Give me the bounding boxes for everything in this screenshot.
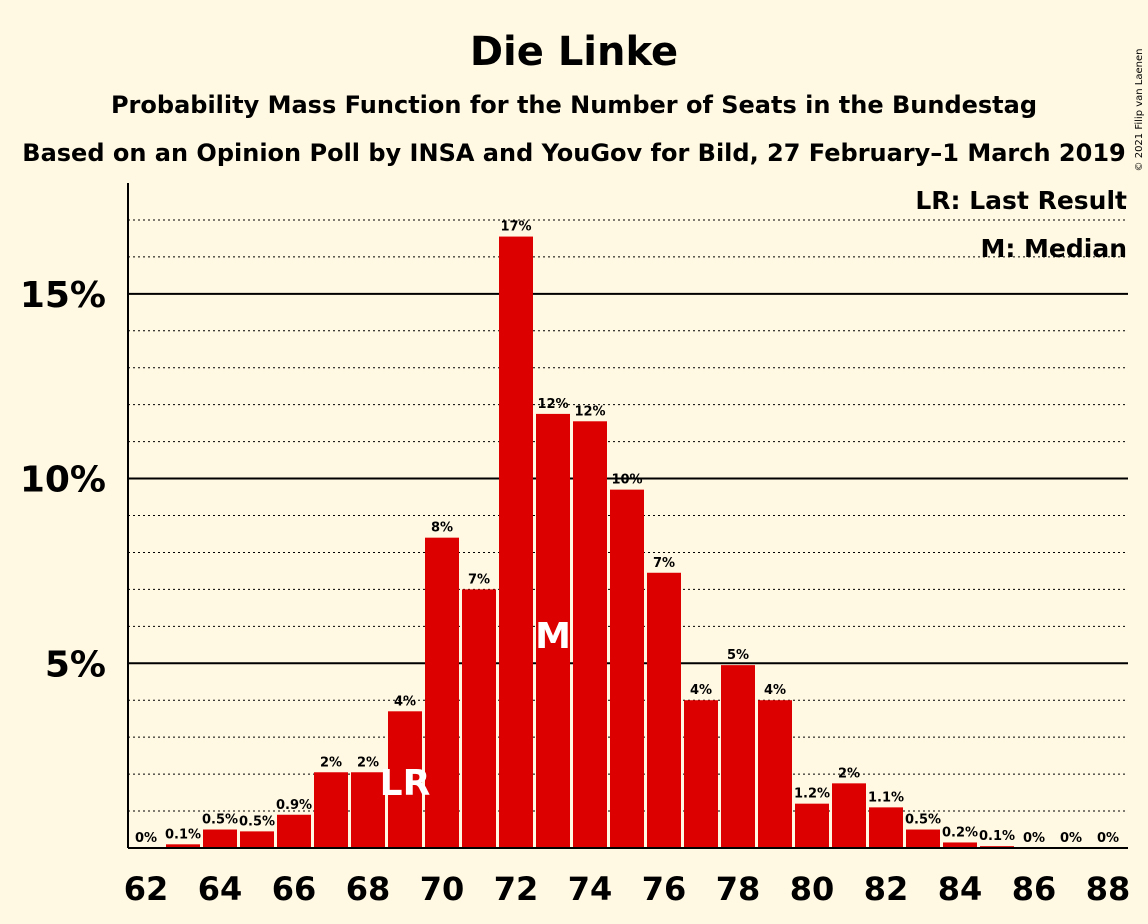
x-tick-label: 66 (272, 870, 317, 908)
median-marker: M (535, 616, 571, 657)
bar-label-seat-75: 10% (611, 473, 642, 488)
bar-seat-71 (462, 589, 496, 848)
bar-label-seat-65: 0.5% (239, 814, 275, 829)
bar-label-seat-88: 0% (1097, 831, 1119, 846)
bar-label-seat-64: 0.5% (202, 813, 238, 828)
bar-label-seat-67: 2% (320, 755, 342, 770)
markers: LR M (380, 616, 571, 804)
bar-seat-66 (277, 814, 311, 848)
bar-seat-68 (351, 772, 385, 848)
last-result-marker: LR (380, 763, 431, 804)
bar-label-seat-83: 0.5% (905, 813, 941, 828)
y-tick-label: 5% (45, 644, 106, 685)
chart-source: Based on an Opinion Poll by INSA and You… (22, 139, 1125, 167)
x-tick-label: 74 (568, 870, 613, 908)
bar-label-seat-72: 17% (500, 220, 531, 235)
y-axis-tick-labels: 5% 10% 15% (20, 275, 106, 685)
bar-value-labels: 0% 0.1%0.5% 0.5%0.9%2% 2%4%8%7%17%12% 12%10%… (135, 220, 1119, 846)
bar-label-seat-79: 4% (764, 683, 786, 698)
y-tick-label: 15% (20, 275, 106, 316)
bar-label-seat-86: 0% (1023, 831, 1045, 846)
bar-seat-63 (166, 844, 200, 848)
x-tick-label: 82 (864, 870, 909, 908)
bar-label-seat-78: 5% (727, 648, 749, 663)
bar-label-seat-77: 4% (690, 683, 712, 698)
bars (166, 236, 1014, 848)
bar-label-seat-76: 7% (653, 556, 675, 571)
bar-label-seat-82: 1.1% (868, 790, 904, 805)
chart-title: Die Linke (470, 29, 678, 75)
chart-subtitle: Probability Mass Function for the Number… (111, 91, 1037, 119)
copyright-notice: © 2021 Filip van Laenen (1134, 49, 1145, 172)
bar-label-seat-66: 0.9% (276, 798, 312, 813)
bar-seat-80 (795, 803, 829, 848)
x-tick-label: 68 (346, 870, 391, 908)
bar-label-seat-70: 8% (431, 521, 453, 536)
x-tick-label: 86 (1012, 870, 1057, 908)
bar-seat-82 (869, 807, 903, 848)
bar-label-seat-73: 12% (537, 397, 568, 412)
x-tick-label: 70 (420, 870, 465, 908)
x-tick-label: 72 (494, 870, 539, 908)
bar-seat-65 (240, 831, 274, 848)
bar-seat-83 (906, 829, 940, 848)
bar-seat-81 (832, 783, 866, 848)
x-tick-label: 64 (198, 870, 243, 908)
bar-label-seat-63: 0.1% (165, 827, 201, 842)
legend-last-result: LR: Last Result (915, 186, 1127, 215)
bar-seat-74 (573, 421, 607, 848)
bar-seat-69 (388, 711, 422, 848)
bar-label-seat-87: 0% (1060, 831, 1082, 846)
bar-seat-76 (647, 572, 681, 848)
bar-label-seat-62: 0% (135, 831, 157, 846)
bar-label-seat-81: 2% (838, 766, 860, 781)
bar-seat-84 (943, 842, 977, 848)
bar-seat-78 (721, 665, 755, 848)
bar-seat-67 (314, 772, 348, 848)
bar-label-seat-84: 0.2% (942, 825, 978, 840)
x-tick-label: 76 (642, 870, 687, 908)
bar-seat-73 (536, 413, 570, 848)
bar-label-seat-74: 12% (574, 404, 605, 419)
bar-label-seat-71: 7% (468, 572, 490, 587)
x-axis-tick-labels: 62 64 66 68 70 72 74 76 78 80 82 84 86 88 (124, 870, 1131, 908)
bar-seat-70 (425, 537, 459, 848)
bar-seat-77 (684, 700, 718, 848)
legend-median: M: Median (980, 234, 1127, 263)
bar-seat-79 (758, 700, 792, 848)
bar-seat-75 (610, 489, 644, 848)
x-tick-label: 84 (938, 870, 983, 908)
bar-label-seat-68: 2% (357, 755, 379, 770)
x-tick-label: 78 (716, 870, 761, 908)
x-tick-label: 88 (1086, 870, 1131, 908)
x-tick-label: 62 (124, 870, 169, 908)
bar-label-seat-69: 4% (394, 694, 416, 709)
bar-label-seat-80: 1.2% (794, 787, 830, 802)
bar-seat-64 (203, 829, 237, 848)
bar-label-seat-85: 0.1% (979, 829, 1015, 844)
x-tick-label: 80 (790, 870, 835, 908)
y-tick-label: 10% (20, 460, 106, 501)
bar-seat-72 (499, 236, 533, 848)
legend: LR: Last Result M: Median (915, 186, 1127, 263)
